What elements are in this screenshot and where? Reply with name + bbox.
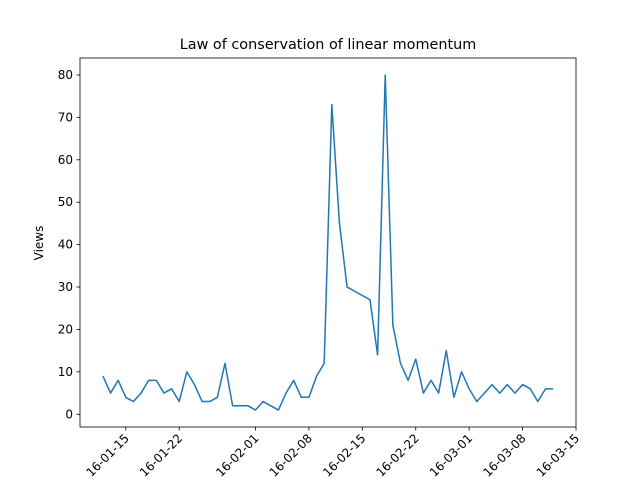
y-tick-label: 80 (58, 68, 73, 82)
y-tick-label: 50 (58, 195, 73, 209)
x-tick-label: 16-03-15 (534, 431, 582, 479)
x-tick-label: 16-02-22 (373, 431, 421, 479)
data-line (102, 74, 554, 411)
y-tick-label: 60 (58, 153, 73, 167)
x-tick-label: 16-03-01 (427, 431, 475, 479)
chart-title: Law of conservation of linear momentum (180, 37, 477, 53)
x-tick-label: 16-02-15 (320, 431, 368, 479)
y-tick-label: 70 (58, 110, 73, 124)
y-tick-label: 40 (58, 238, 73, 252)
x-tick-label: 16-02-01 (213, 431, 261, 479)
x-tick-label: 16-03-08 (480, 431, 528, 479)
y-tick-label: 10 (58, 365, 73, 379)
x-tick-label: 16-01-22 (137, 431, 185, 479)
y-tick-label: 30 (58, 280, 73, 294)
x-tick-label: 16-02-08 (267, 431, 315, 479)
y-axis-label: Views (32, 226, 46, 261)
y-tick-label: 20 (58, 322, 73, 336)
x-tick-label: 16-01-15 (83, 431, 131, 479)
plot-frame (79, 57, 577, 428)
y-tick-label: 0 (65, 407, 73, 421)
